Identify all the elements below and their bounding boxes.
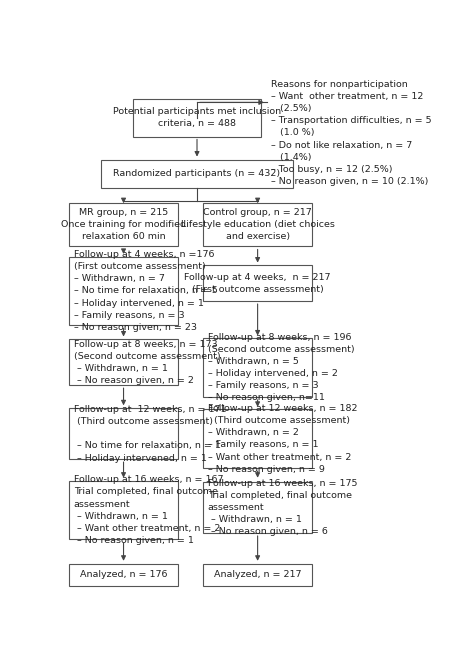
Text: MR group, n = 215
Once training for modified
relaxation 60 min: MR group, n = 215 Once training for modi… [61,208,186,242]
Text: Follow-up at 8 weeks, n = 173
(Second outcome assessment)
 – Withdrawn, n = 1
 –: Follow-up at 8 weeks, n = 173 (Second ou… [74,340,220,385]
FancyBboxPatch shape [203,564,312,586]
Text: Randomized participants (n = 432): Randomized participants (n = 432) [113,169,281,178]
Text: Potential participants met inclusion
criteria, n = 488: Potential participants met inclusion cri… [113,107,281,128]
Text: Follow-up at 16 weeks, n = 175
Trial completed, final outcome
assessment
 – With: Follow-up at 16 weeks, n = 175 Trial com… [208,479,357,536]
FancyBboxPatch shape [203,203,312,246]
Text: Reasons for nonparticipation
– Want  other treatment, n = 12
   (2.5%)
– Transpo: Reasons for nonparticipation – Want othe… [271,80,432,186]
FancyBboxPatch shape [203,410,312,468]
FancyBboxPatch shape [69,408,178,459]
FancyBboxPatch shape [203,338,312,397]
Text: Follow-up at 12 weeks, n = 182
  (Third outcome assessment)
– Withdrawn, n = 2
–: Follow-up at 12 weeks, n = 182 (Third ou… [208,404,357,474]
Text: Analyzed, n = 176: Analyzed, n = 176 [80,571,167,579]
Text: Follow-up at 16 weeks, n = 167
Trial completed, final outcome
assessment
 – With: Follow-up at 16 weeks, n = 167 Trial com… [74,475,223,545]
FancyBboxPatch shape [133,99,261,137]
FancyBboxPatch shape [203,482,312,533]
Text: Follow-up at 4 weeks, n =176
(First outcome assessment)
– Withdrawn, n = 7
– No : Follow-up at 4 weeks, n =176 (First outc… [74,250,218,332]
Text: Analyzed, n = 217: Analyzed, n = 217 [214,571,301,579]
Text: Follow-up at 4 weeks,  n = 217
(First outcome assessment): Follow-up at 4 weeks, n = 217 (First out… [184,273,331,294]
FancyBboxPatch shape [203,265,312,301]
Text: Control group, n = 217
Lifestyle education (diet choices
and exercise): Control group, n = 217 Lifestyle educati… [181,208,335,242]
FancyBboxPatch shape [69,481,178,540]
Text: Follow-up at 8 weeks, n = 196
(Second outcome assessment)
– Withdrawn, n = 5
– H: Follow-up at 8 weeks, n = 196 (Second ou… [208,332,355,402]
FancyBboxPatch shape [69,564,178,586]
FancyBboxPatch shape [69,203,178,246]
FancyBboxPatch shape [69,340,178,385]
Text: Follow-up at  12 weeks, n = 171
 (Third outcome assessment)

 – No time for rela: Follow-up at 12 weeks, n = 171 (Third ou… [74,405,226,463]
FancyBboxPatch shape [101,160,292,188]
FancyBboxPatch shape [69,257,178,326]
